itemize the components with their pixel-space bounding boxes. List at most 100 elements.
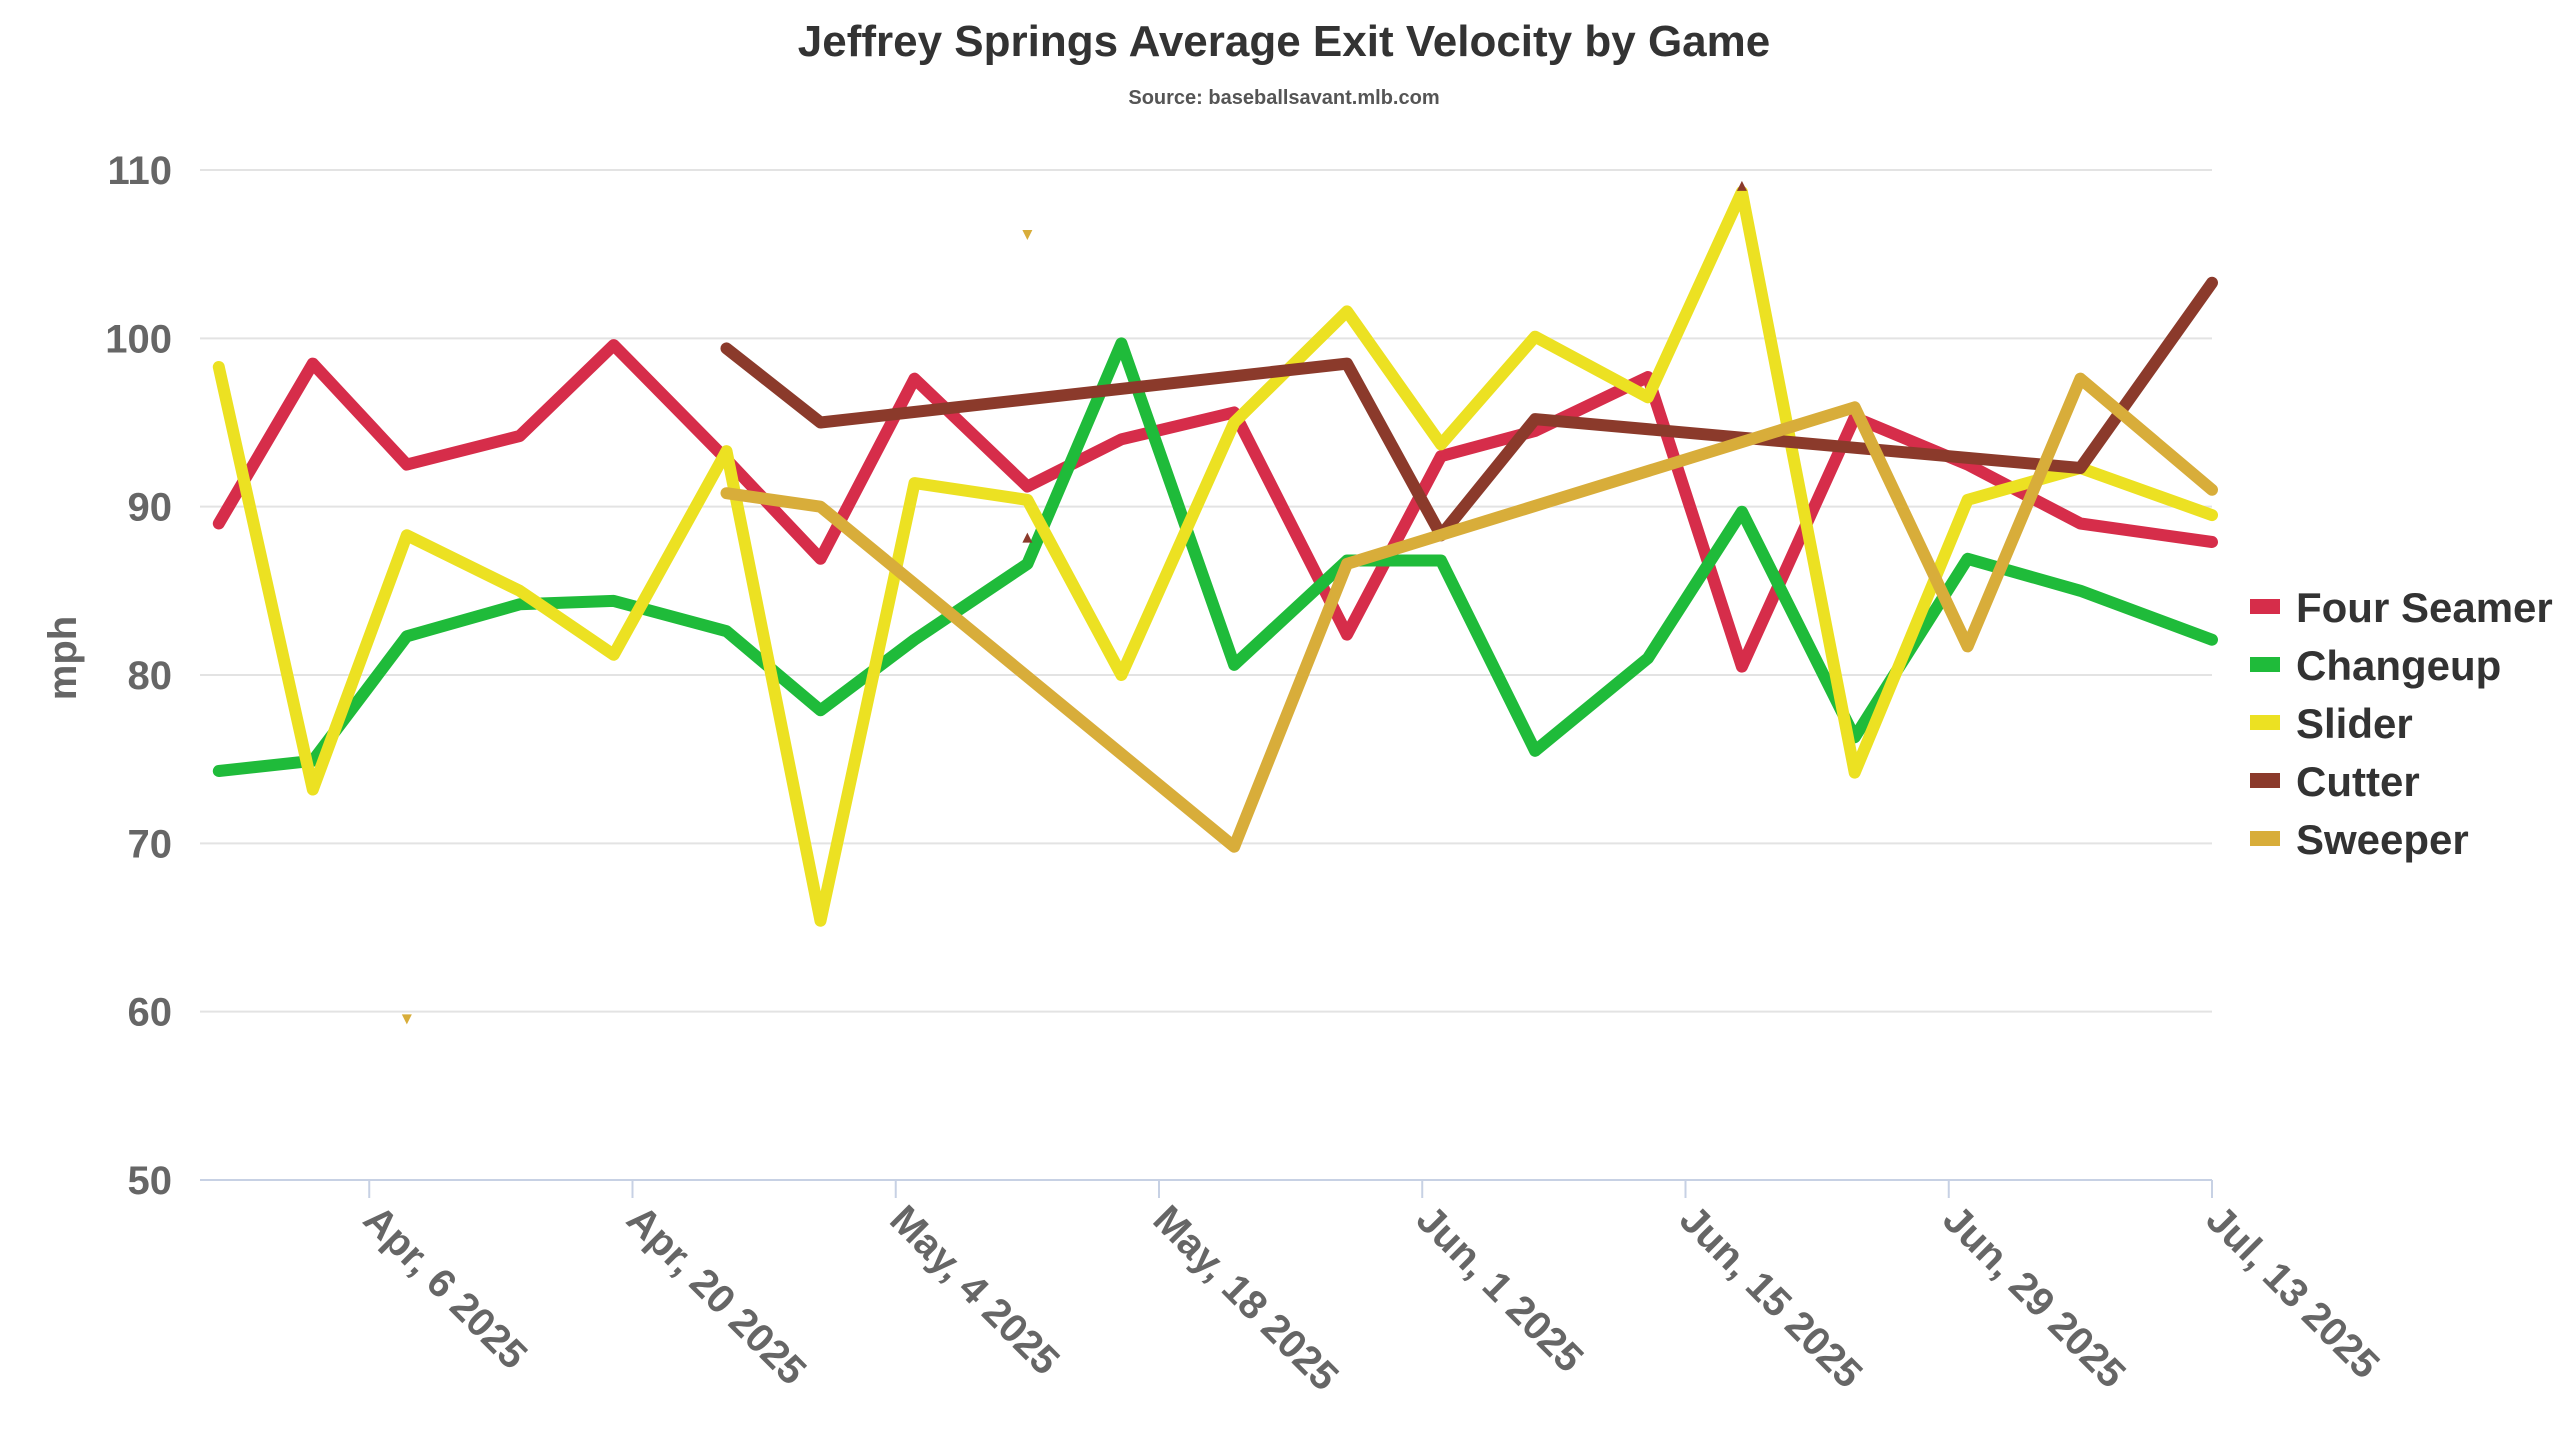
data-point [1534,429,1537,432]
data-point [217,365,220,368]
data-point [1120,674,1123,676]
data-point [1120,342,1123,345]
series-changeup [212,337,2218,777]
data-point [1966,463,1969,466]
data-point [1026,485,1029,488]
legend-item-four-seamer[interactable]: Four Seamer [2250,584,2553,631]
data-point [1346,562,1349,565]
data-point [2211,541,2213,544]
data-point [819,557,822,560]
legend-label: Changeup [2296,642,2501,689]
data-point [612,653,615,656]
legend-swatch [2250,773,2280,788]
data-point [1534,335,1537,338]
legend-item-cutter[interactable]: Cutter [2250,758,2420,805]
data-point [311,788,314,791]
y-axis-ticks: 50 60 70 80 90 100 110 [105,149,172,1203]
data-point [1646,657,1649,660]
y-tick-label: 110 [107,149,172,193]
series-slider [212,185,2218,927]
legend-swatch [2250,599,2280,614]
data-point [405,635,408,638]
data-point [725,630,728,633]
data-point [819,505,822,508]
data-point [913,377,916,380]
data-point [405,463,408,466]
data-point [1646,396,1649,399]
legend-label: Slider [2296,700,2413,747]
series-line [212,185,2218,927]
y-tick-label: 70 [128,822,173,866]
data-point [2079,466,2082,469]
legend-label: Cutter [2296,758,2420,805]
data-point [217,522,220,525]
data-point [913,482,916,485]
data-point [1233,421,1236,424]
data-point [1233,411,1236,414]
chart-subtitle: Source: baseballsavant.mlb.com [1128,87,1439,109]
data-point [913,638,916,641]
data-point [1346,362,1349,365]
data-point-marker [1022,532,1033,543]
data-point [2211,281,2213,284]
data-point [2211,488,2213,491]
series-lines [212,180,2218,1025]
series-line [720,372,2218,853]
data-point [2079,377,2082,380]
y-tick-label: 90 [128,486,173,530]
data-point [819,421,822,424]
y-tick-label: 60 [128,991,173,1035]
data-point [2211,514,2213,517]
data-point [819,709,822,712]
data-point [2211,638,2213,641]
data-point [518,603,521,606]
data-point [1440,443,1443,446]
data-point [518,434,521,437]
data-point [311,362,314,365]
data-point [1966,645,1969,648]
data-point-marker [1022,229,1033,240]
data-point [1120,438,1123,441]
legend-item-slider[interactable]: Slider [2250,700,2413,747]
data-point [1233,663,1236,666]
x-tick-label: Apr, 6 2025 [355,1197,535,1377]
y-tick-label: 80 [128,654,173,698]
legend-item-sweeper[interactable]: Sweeper [2250,816,2469,863]
legend-item-changeup[interactable]: Changeup [2250,642,2501,689]
data-point [1440,559,1443,562]
y-tick-label: 50 [128,1159,173,1203]
y-tick-label: 100 [105,317,172,361]
x-tick-label: Jun, 1 2025 [1408,1197,1592,1381]
data-point [1534,749,1537,752]
y-axis-title: mph [41,616,85,700]
x-tick-label: May, 4 2025 [881,1197,1067,1383]
data-point [518,589,521,592]
data-point [1740,190,1743,193]
data-point [2079,589,2082,592]
data-point [1440,455,1443,458]
data-point-marker [1736,180,1747,191]
x-tick-label: May, 18 2025 [1145,1197,1347,1399]
data-point [1534,418,1537,421]
data-point [1740,665,1743,668]
legend-swatch [2250,831,2280,846]
x-tick-label: Jun, 29 2025 [1934,1197,2133,1396]
legend-label: Four Seamer [2296,584,2553,631]
data-point [1026,498,1029,501]
data-point [819,919,822,922]
data-point [1853,406,1856,409]
data-point [217,769,220,772]
data-point [1966,557,1969,560]
data-point [1740,510,1743,513]
data-point [1646,376,1649,379]
data-point-marker [401,1014,412,1025]
data-point [1966,498,1969,501]
data-point [612,599,615,602]
series-sweeper [401,229,2218,1025]
legend-swatch [2250,715,2280,730]
data-point [1346,633,1349,636]
legend-swatch [2250,657,2280,672]
legend[interactable]: Four Seamer Changeup Slider Cutter Sweeper [2250,584,2553,863]
